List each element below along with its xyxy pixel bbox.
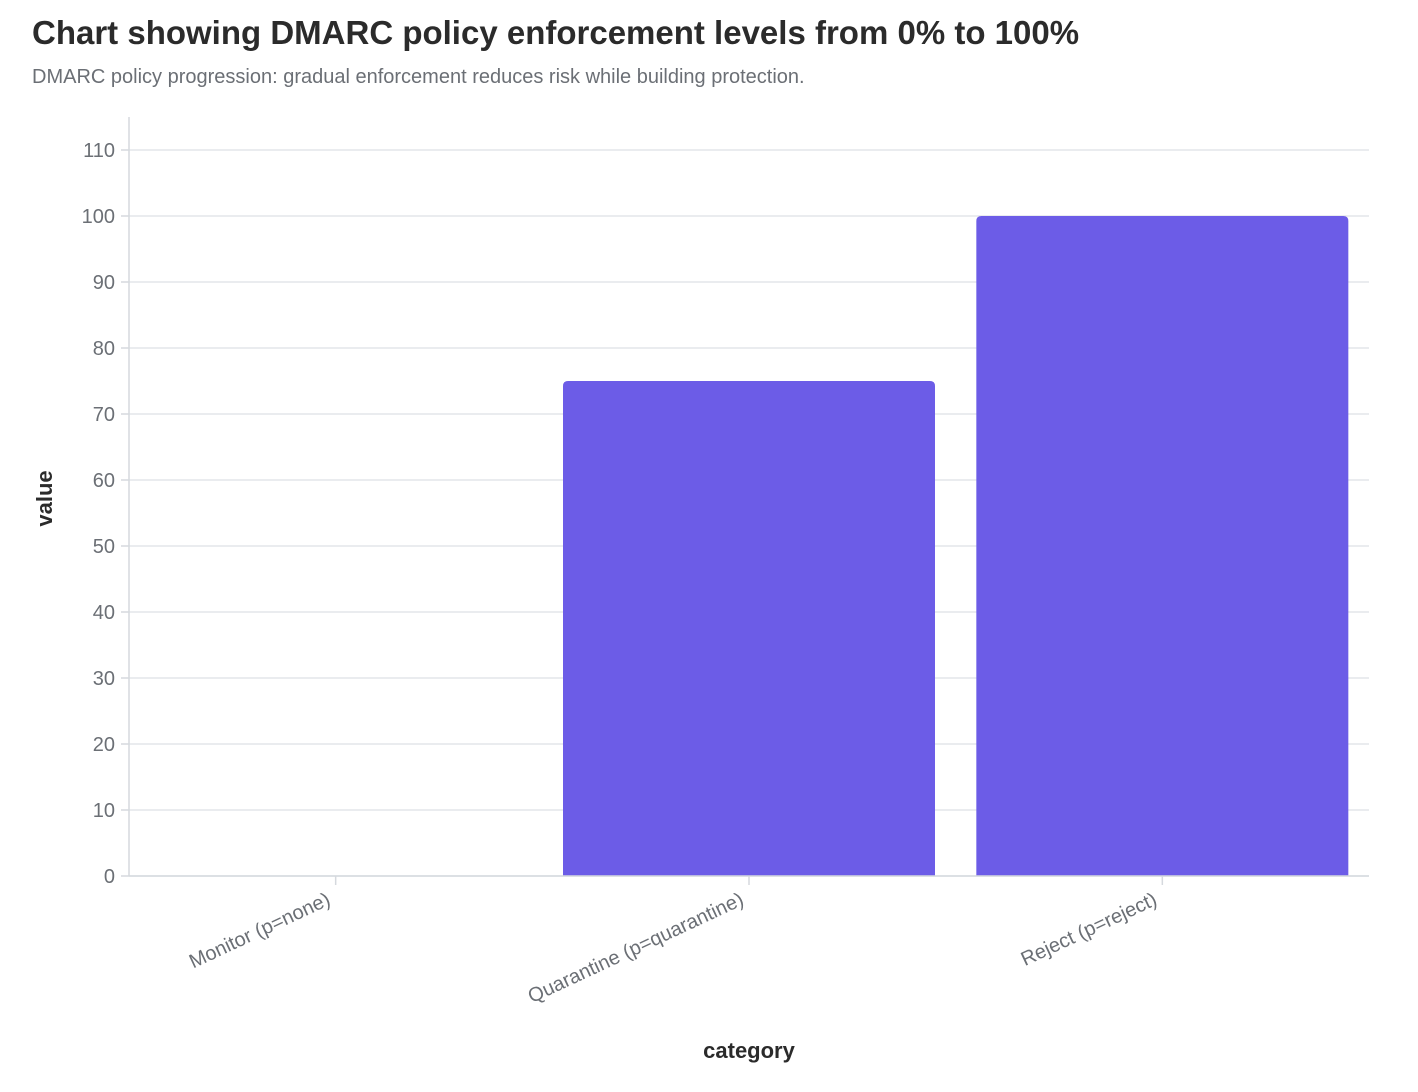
- y-tick-label: 90: [93, 272, 115, 294]
- x-tick-label: Reject (p=reject): [1018, 889, 1161, 971]
- bars: [563, 216, 1349, 876]
- y-axis-title: value: [32, 470, 57, 526]
- x-tick-label: Monitor (p=none): [186, 889, 334, 974]
- y-tick-label: 20: [93, 734, 115, 756]
- y-tick-label: 70: [93, 404, 115, 426]
- y-tick-label: 0: [104, 866, 115, 888]
- y-tick-label: 40: [93, 602, 115, 624]
- y-tick-labels: 0 10 20 30 40 50 60 70 80 90 100 110: [82, 140, 115, 888]
- y-tick-label: 10: [93, 800, 115, 822]
- y-tick-label: 110: [83, 140, 115, 162]
- x-axis-title: category: [703, 1038, 795, 1063]
- x-tick-label: Quarantine (p=quarantine): [525, 889, 747, 1008]
- bar-1: [563, 381, 935, 876]
- chart-title: Chart showing DMARC policy enforcement l…: [32, 14, 1080, 51]
- chart-subtitle: DMARC policy progression: gradual enforc…: [32, 66, 805, 88]
- y-tick-label: 60: [93, 470, 115, 492]
- bar-2: [976, 216, 1349, 876]
- x-tick-labels: Monitor (p=none) Quarantine (p=quarantine…: [186, 889, 1161, 1008]
- y-tick-label: 100: [82, 206, 115, 228]
- y-tick-label: 80: [93, 338, 115, 360]
- axes: [121, 117, 1369, 885]
- y-tick-label: 30: [93, 668, 115, 690]
- y-tick-label: 50: [93, 536, 115, 558]
